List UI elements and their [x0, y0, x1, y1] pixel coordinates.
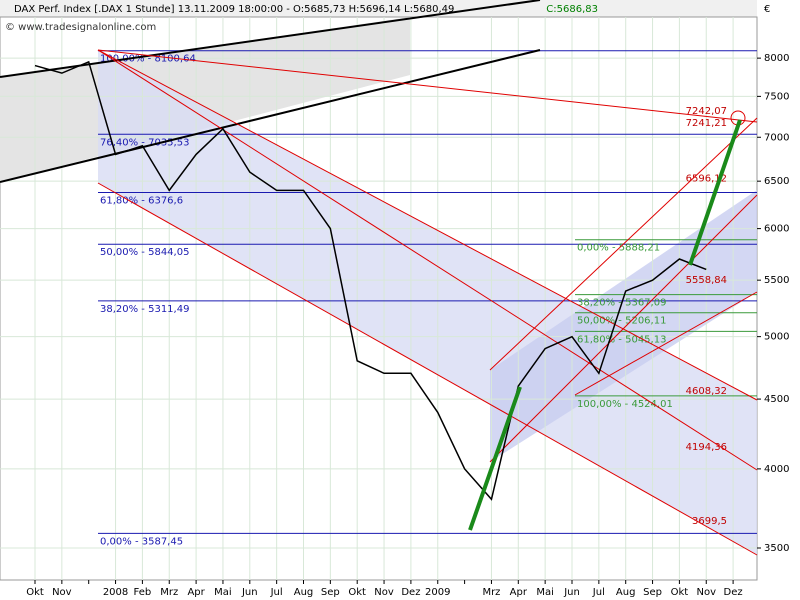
- x-tick-label: Nov: [374, 587, 394, 598]
- y-tick-label: 5000: [764, 332, 789, 343]
- x-tick-label: Mrz: [482, 587, 500, 598]
- channel-line: [97, 182, 758, 556]
- level-label: 38,20% - 5311,49: [100, 304, 189, 315]
- level-label: 61,80% - 5045,13: [577, 334, 666, 345]
- level-label: 61,80% - 6376,6: [100, 196, 183, 207]
- y-tick-label: 5500: [764, 275, 789, 286]
- channel-line: [97, 49, 758, 471]
- level-label: 100,00% - 4524,01: [577, 399, 673, 410]
- y-tick-label: 3500: [764, 543, 789, 554]
- x-tick-label: Nov: [696, 587, 716, 598]
- last-close: C:5686,83: [546, 4, 598, 15]
- grid: [0, 17, 757, 580]
- header-bar: [0, 0, 757, 17]
- x-tick-label: Jun: [241, 587, 258, 598]
- level-label: 0,00% - 3587,45: [100, 536, 183, 547]
- x-tick-label: 2008: [103, 587, 128, 598]
- watermark: © www.tradesignalonline.com: [5, 22, 156, 33]
- axes: 3500 4000 4500 5000 5500 6000 6500 7000 7500 8000…: [26, 53, 789, 598]
- x-tick-label: Sep: [643, 587, 662, 598]
- level-label: 4194,36: [686, 442, 727, 453]
- x-tick-label: Mai: [214, 587, 232, 598]
- x-tick-label: Okt: [26, 587, 44, 598]
- level-label: 3699,5: [692, 516, 727, 527]
- level-label: 50,00% - 5206,11: [577, 316, 666, 327]
- y-tick-label: 7000: [764, 132, 789, 143]
- x-tick-label: Feb: [134, 587, 152, 598]
- x-tick-label: Okt: [348, 587, 366, 598]
- trend-line: [0, 49, 541, 183]
- x-tick-label: Nov: [52, 587, 72, 598]
- chart-title: DAX Perf. Index [.DAX 1 Stunde] 13.11.20…: [14, 4, 454, 15]
- levels: 100,00% - 8100,64 76,40% - 7035,53 61,80% …: [98, 50, 757, 547]
- x-tick-label: Jul: [270, 587, 283, 598]
- y-tick-label: 8000: [764, 53, 789, 64]
- up-channel: [490, 190, 757, 462]
- channel-line: [489, 117, 758, 371]
- y-tick-label: 7500: [764, 91, 789, 102]
- x-tick-label: Apr: [187, 587, 205, 598]
- level-label: 7242,07: [686, 106, 727, 117]
- y-tick-label: 6000: [764, 224, 789, 235]
- currency: €: [764, 4, 770, 15]
- x-tick-label: Sep: [321, 587, 340, 598]
- level-label: 50,00% - 5844,05: [100, 247, 189, 258]
- x-tick-label: 2009: [425, 587, 450, 598]
- price: [34, 60, 707, 501]
- arrow-line: [688, 119, 742, 266]
- channel-line: [97, 49, 758, 401]
- x-tick-label: Dez: [401, 587, 420, 598]
- x-tick-label: Aug: [616, 587, 636, 598]
- level-label: 100,00% - 8100,64: [100, 54, 196, 65]
- price-line: [34, 60, 707, 501]
- level-label: 7241,21: [686, 118, 727, 129]
- channel-line: [574, 291, 758, 396]
- y-tick-label: 4500: [764, 394, 789, 405]
- level-label: 76,40% - 7035,53: [100, 137, 189, 148]
- channel-line: [489, 194, 758, 463]
- x-tick-label: Apr: [510, 587, 528, 598]
- x-tick-label: Dez: [724, 587, 743, 598]
- fan-line: [97, 49, 758, 123]
- x-tick-label: Aug: [294, 587, 314, 598]
- red-lines: [97, 49, 758, 556]
- x-tick-label: Mrz: [160, 587, 178, 598]
- x-tick-label: Jul: [592, 587, 605, 598]
- plot-frame: [0, 16, 758, 581]
- x-tick-label: Jun: [563, 587, 580, 598]
- y-tick-label: 4000: [764, 464, 789, 475]
- x-tick-label: Okt: [671, 587, 689, 598]
- level-label: 6596,12: [686, 173, 727, 184]
- x-tick-label: Mai: [536, 587, 554, 598]
- down-channel: [98, 50, 757, 555]
- level-label: 4608,32: [686, 386, 727, 397]
- level-label: 5558,84: [686, 275, 727, 286]
- y-tick-label: 6500: [764, 176, 789, 187]
- arrow-line: [468, 386, 522, 531]
